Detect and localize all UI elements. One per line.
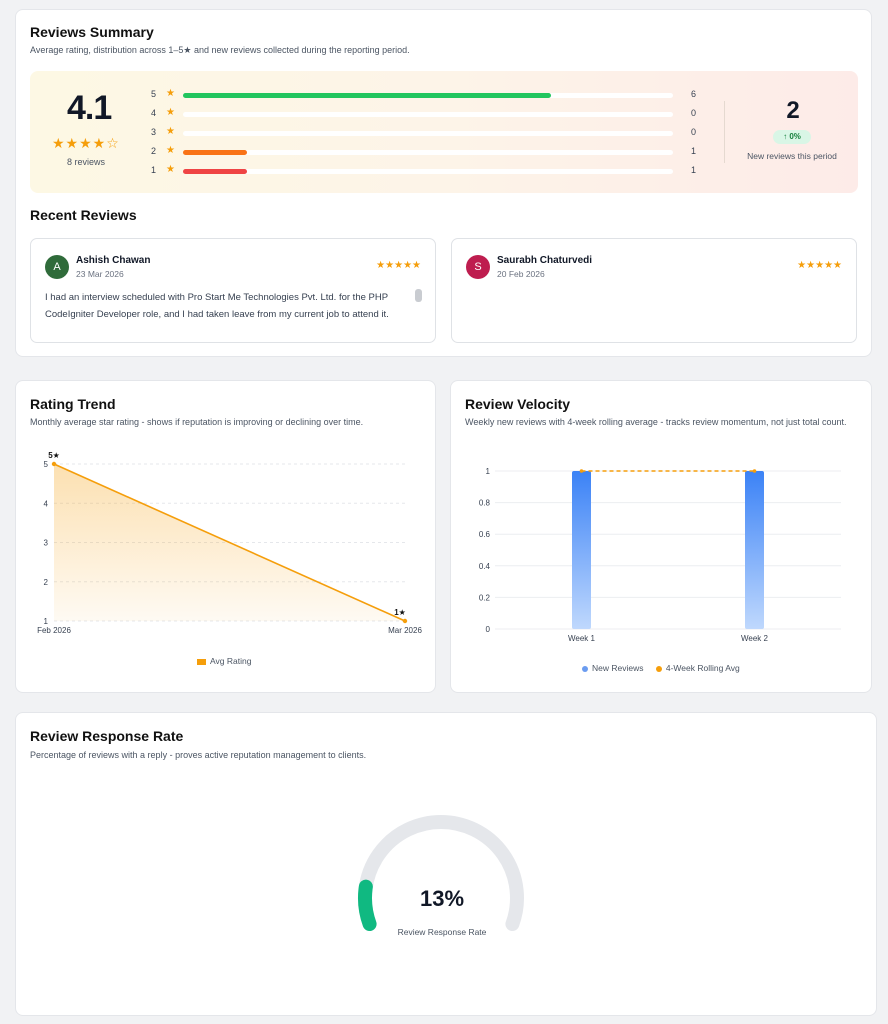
y-tick-label: 5: [44, 460, 49, 469]
data-point: [51, 461, 57, 467]
series-line: [53, 463, 406, 622]
x-tick-label: Week 1: [568, 634, 596, 643]
velocity-legend: New Reviews 4-Week Rolling Avg: [582, 663, 740, 673]
legend-label: Avg Rating: [210, 656, 252, 666]
star-icon: ★: [166, 126, 175, 137]
y-tick-label: 0.2: [479, 593, 491, 602]
y-tick-label: 1: [486, 467, 491, 476]
distribution-track: [183, 131, 673, 136]
x-tick-label: Mar 2026: [388, 626, 422, 635]
reviews-summary-card: Reviews Summary Average rating, distribu…: [15, 9, 872, 357]
distribution-count: 0: [691, 108, 697, 118]
new-reviews-label: New reviews this period: [747, 151, 837, 161]
y-tick-label: 0.6: [479, 530, 491, 539]
review-date: 23 Mar 2026: [76, 269, 124, 279]
rolling-avg-point: [752, 469, 757, 473]
legend-label: 4-Week Rolling Avg: [665, 663, 740, 673]
distribution-fill: [183, 93, 551, 98]
new-reviews-count: 2: [786, 97, 800, 124]
summary-subtitle: Average rating, distribution across 1–5★…: [30, 45, 410, 55]
velocity-subtitle: Weekly new reviews with 4-week rolling a…: [465, 417, 847, 427]
reviewer-name: Ashish Chawan: [76, 255, 151, 266]
trend-legend: Avg Rating: [197, 656, 251, 666]
response-title: Review Response Rate: [30, 728, 184, 744]
distribution-track: [183, 93, 673, 98]
distribution-row-2: 2 ★ 1: [151, 145, 711, 160]
y-tick-label: 4: [44, 499, 49, 508]
rolling-avg-point: [579, 469, 584, 473]
gauge-value: 13%: [419, 886, 465, 911]
bar: [572, 471, 591, 629]
y-tick-label: 0.8: [479, 499, 491, 508]
rating-trend-card: Rating Trend Monthly average star rating…: [15, 380, 436, 693]
distribution-count: 1: [691, 146, 697, 156]
star-icon: ★: [166, 145, 175, 156]
gauge-fill: [358, 879, 377, 931]
data-point: [402, 618, 408, 624]
distribution-stars-label: 1: [151, 165, 157, 175]
distribution-count: 6: [691, 89, 697, 99]
data-label: 5★: [48, 451, 60, 460]
average-rating: 4.1: [67, 89, 112, 127]
data-label: 1★: [394, 608, 406, 617]
bar: [745, 471, 764, 629]
review-stars: ★★★★★: [376, 260, 421, 271]
response-rate-card: Review Response Rate Percentage of revie…: [15, 712, 877, 1016]
y-tick-label: 2: [44, 578, 49, 587]
distribution-row-4: 4 ★ 0: [151, 107, 711, 122]
divider: [724, 101, 725, 163]
summary-panel: 4.1 ★★★★☆ 8 reviews 5 ★ 6 4 ★ 0 3 ★ 0 2 …: [30, 71, 858, 193]
distribution-stars-label: 3: [151, 127, 157, 137]
distribution-track: [183, 169, 673, 174]
velocity-title: Review Velocity: [465, 396, 571, 412]
rating-trend-chart: 1 2 3 4 55★ 1★ Feb 2026 Mar 2026: [37, 451, 422, 635]
response-rate-gauge: [358, 815, 524, 931]
distribution-count: 1: [691, 165, 697, 175]
reviewer-name: Saurabh Chaturvedi: [497, 255, 593, 266]
gauge-label: Review Response Rate: [397, 927, 487, 937]
review-count: 8 reviews: [67, 157, 106, 167]
distribution-row-1: 1 ★ 1: [151, 164, 711, 179]
x-tick-label: Feb 2026: [37, 626, 71, 635]
distribution-fill: [183, 150, 247, 155]
distribution-stars-label: 5: [151, 89, 157, 99]
y-tick-label: 0: [486, 625, 491, 634]
trend-subtitle: Monthly average star rating - shows if r…: [30, 417, 364, 427]
review-velocity-card: Review Velocity Weekly new reviews with …: [450, 380, 872, 693]
distribution-track: [183, 150, 673, 155]
star-icon: ★: [166, 88, 175, 99]
legend-swatch: [655, 665, 662, 672]
y-tick-label: 1: [44, 617, 49, 626]
summary-title: Reviews Summary: [30, 24, 154, 40]
y-tick-label: 0.4: [479, 562, 491, 571]
distribution-row-5: 5 ★ 6: [151, 88, 711, 103]
legend-swatch: [197, 658, 206, 665]
review-card[interactable]: S Saurabh Chaturvedi 20 Feb 2026 ★★★★★: [451, 238, 857, 343]
distribution-count: 0: [691, 127, 697, 137]
legend-label: New Reviews: [592, 663, 644, 673]
distribution-fill: [183, 169, 247, 174]
review-card[interactable]: A Ashish Chawan 23 Mar 2026 ★★★★★ I had …: [30, 238, 436, 343]
review-text: I had an interview scheduled with Pro St…: [45, 292, 389, 320]
change-badge: ↑ 0%: [773, 130, 811, 144]
star-icon: ★: [166, 107, 175, 118]
avatar: A: [45, 255, 69, 279]
distribution-track: [183, 112, 673, 117]
review-date: 20 Feb 2026: [497, 269, 545, 279]
review-velocity-chart: 0 0.2 0.4 0.6 0.8 1 Week 1 Week 2: [479, 467, 841, 643]
trend-title: Rating Trend: [30, 396, 116, 412]
legend-swatch: [582, 665, 588, 672]
star-icon: ★: [166, 164, 175, 175]
y-tick-label: 3: [44, 539, 49, 548]
distribution-stars-label: 4: [151, 108, 157, 118]
response-subtitle: Percentage of reviews with a reply - pro…: [30, 750, 367, 760]
recent-reviews-title: Recent Reviews: [30, 207, 137, 223]
x-tick-label: Week 2: [741, 634, 769, 643]
review-stars: ★★★★★: [797, 260, 842, 271]
distribution-stars-label: 2: [151, 146, 157, 156]
scrollbar[interactable]: [415, 289, 422, 302]
average-stars: ★★★★☆: [52, 135, 120, 151]
distribution-row-3: 3 ★ 0: [151, 126, 711, 141]
avatar: S: [466, 255, 490, 279]
